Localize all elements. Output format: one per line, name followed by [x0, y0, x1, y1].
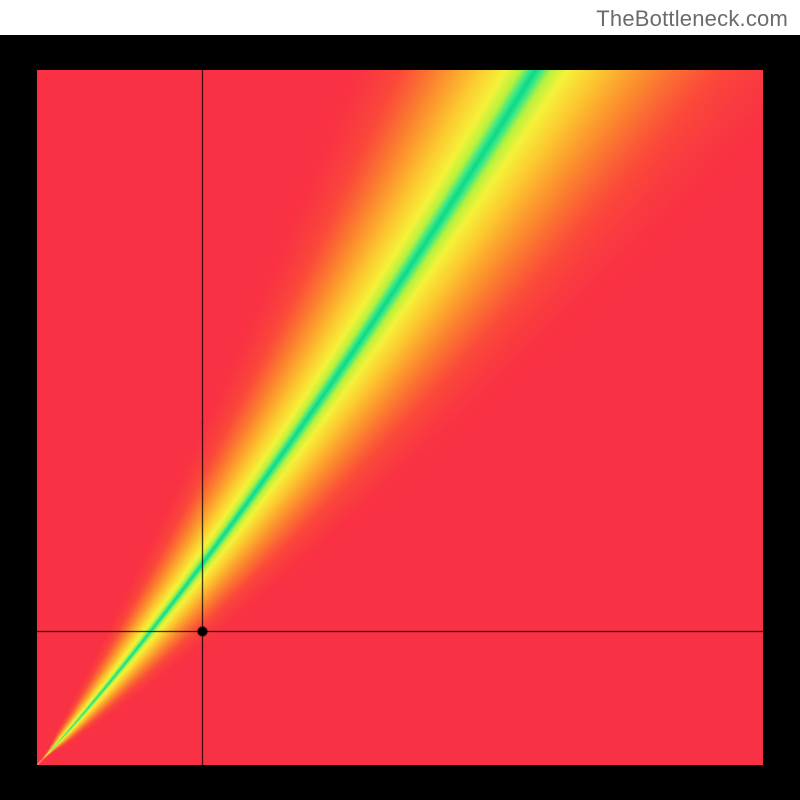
watermark-text: TheBottleneck.com: [596, 6, 788, 32]
chart-container: TheBottleneck.com: [0, 0, 800, 800]
heatmap-canvas: [37, 70, 763, 765]
outer-frame: [0, 35, 800, 800]
plot-area: [37, 70, 763, 765]
